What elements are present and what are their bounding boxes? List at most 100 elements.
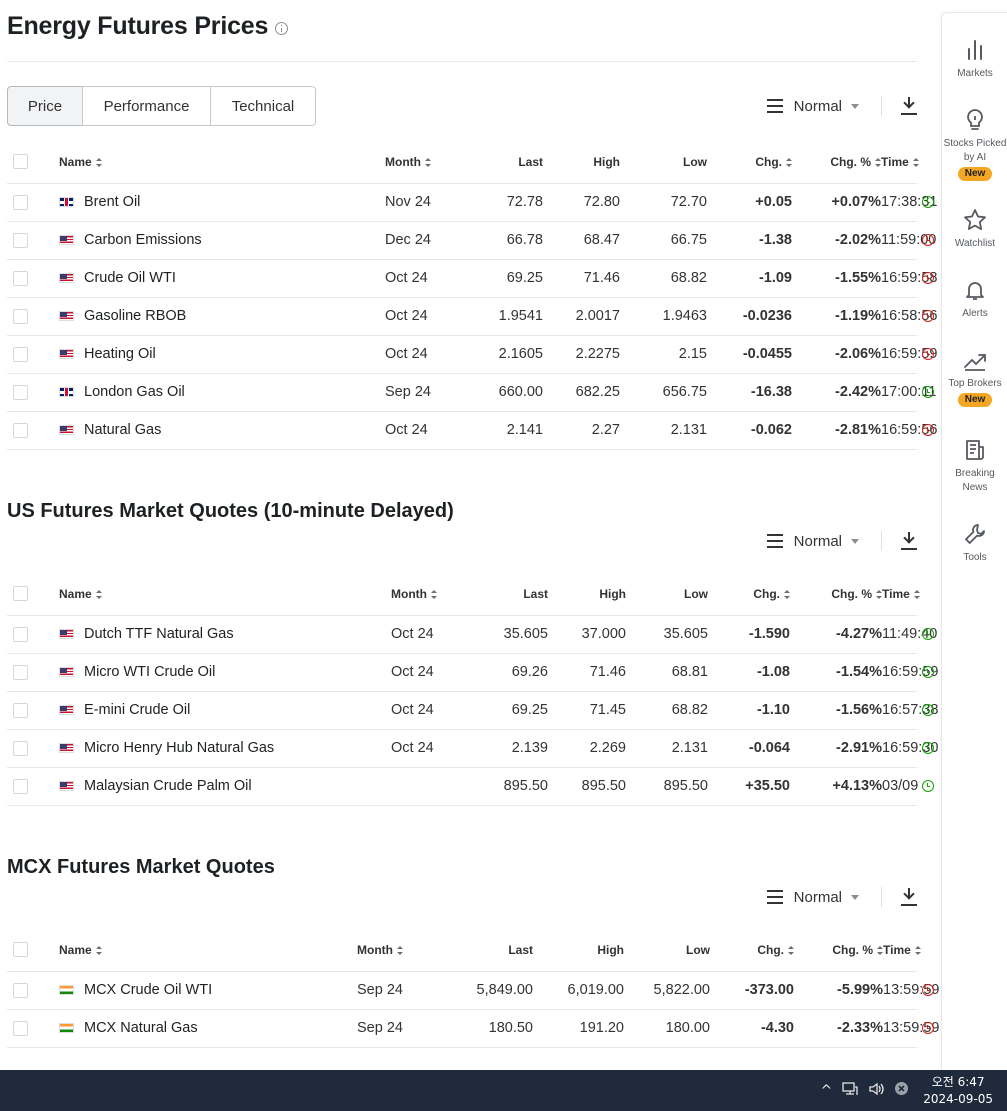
table-row[interactable]: Malaysian Crude Palm Oil 895.50 895.50 895.…: [7, 767, 934, 806]
select-all-header[interactable]: [7, 573, 59, 616]
instrument-link[interactable]: Carbon Emissions: [84, 232, 202, 248]
row-checkbox[interactable]: [13, 740, 28, 756]
chevron-down-icon[interactable]: [851, 103, 859, 109]
instrument-link[interactable]: Gasoline RBOB: [84, 308, 187, 324]
tab-price[interactable]: Price: [7, 86, 83, 126]
row-checkbox[interactable]: [13, 232, 28, 248]
tab-performance[interactable]: Performance: [82, 86, 211, 126]
close-circle-icon[interactable]: [894, 1081, 909, 1100]
column-header-chg[interactable]: Chg.: [710, 929, 794, 972]
sort-icon[interactable]: [424, 157, 431, 167]
column-header-month[interactable]: Month: [391, 573, 470, 616]
sort-icon[interactable]: [914, 945, 921, 955]
row-checkbox[interactable]: [13, 384, 28, 400]
sort-icon[interactable]: [786, 157, 792, 167]
taskbar-clock[interactable]: 오전 6:47 2024-09-05: [923, 1074, 993, 1108]
column-header-month[interactable]: Month: [385, 141, 464, 184]
download-icon[interactable]: [901, 532, 917, 550]
info-icon[interactable]: [275, 22, 289, 35]
table-row[interactable]: MCX Natural Gas Sep 24 180.50 191.20 180.00-…: [7, 1009, 939, 1048]
sort-icon[interactable]: [912, 157, 919, 167]
sort-icon[interactable]: [877, 945, 883, 955]
select-all-header[interactable]: [7, 141, 59, 184]
sidebar-item-alerts[interactable]: Alerts: [942, 277, 1007, 321]
column-header-chg[interactable]: Chg. %: [790, 573, 882, 616]
column-header-name[interactable]: Name: [59, 141, 337, 184]
sort-icon[interactable]: [913, 589, 920, 599]
row-checkbox[interactable]: [13, 778, 28, 794]
sort-icon[interactable]: [876, 589, 882, 599]
view-select[interactable]: Normal: [793, 532, 842, 550]
row-checkbox[interactable]: [13, 308, 28, 324]
instrument-link[interactable]: MCX Crude Oil WTI: [84, 982, 213, 998]
column-header-time[interactable]: Time: [881, 141, 919, 184]
sort-icon[interactable]: [875, 157, 881, 167]
sidebar-item-top-brokers[interactable]: Top Brokers New: [942, 347, 1007, 407]
instrument-link[interactable]: Micro Henry Hub Natural Gas: [84, 740, 275, 756]
column-header-name[interactable]: Name: [59, 573, 345, 616]
table-row[interactable]: Micro WTI Crude Oil Oct 24 69.26 71.46 68.81…: [7, 653, 938, 692]
instrument-link[interactable]: Crude Oil WTI: [84, 270, 176, 286]
row-checkbox[interactable]: [13, 270, 28, 286]
select-all-checkbox[interactable]: [13, 154, 28, 170]
chevron-up-icon[interactable]: ^: [820, 1082, 833, 1099]
table-row[interactable]: Brent Oil Nov 24 72.78 72.80 72.70 +0.05 +0.07…: [7, 183, 937, 222]
sort-icon[interactable]: [396, 945, 403, 955]
row-checkbox[interactable]: [13, 422, 28, 438]
sidebar-item-stocks-ai[interactable]: Stocks Picked by AI New: [942, 107, 1007, 181]
instrument-link[interactable]: Heating Oil: [84, 346, 156, 362]
row-checkbox[interactable]: [13, 664, 28, 680]
download-icon[interactable]: [901, 97, 917, 115]
network-icon[interactable]: [842, 1081, 858, 1100]
table-row[interactable]: E-mini Crude Oil Oct 24 69.25 71.45 68.82 -1.…: [7, 691, 938, 730]
table-row[interactable]: Crude Oil WTI Oct 24 69.25 71.46 68.82 -1.09-…: [7, 259, 937, 298]
row-checkbox[interactable]: [13, 346, 28, 362]
select-all-checkbox[interactable]: [13, 586, 28, 602]
instrument-link[interactable]: Malaysian Crude Palm Oil: [84, 778, 252, 794]
table-row[interactable]: Natural Gas Oct 24 2.141 2.27 2.131 -0.062 -2.…: [7, 411, 937, 450]
instrument-link[interactable]: Brent Oil: [84, 194, 141, 210]
sort-icon[interactable]: [788, 945, 794, 955]
instrument-link[interactable]: MCX Natural Gas: [84, 1020, 198, 1036]
view-select[interactable]: Normal: [793, 97, 842, 115]
menu-icon[interactable]: [766, 534, 783, 548]
sidebar-item-watchlist[interactable]: Watchlist: [942, 207, 1007, 251]
table-row[interactable]: Heating Oil Oct 24 2.1605 2.2275 2.15 -0.0455…: [7, 335, 937, 374]
row-checkbox[interactable]: [13, 626, 28, 642]
sidebar-item-tools[interactable]: Tools: [942, 521, 1007, 565]
row-checkbox[interactable]: [13, 1020, 28, 1036]
column-header-chg[interactable]: Chg. %: [794, 929, 883, 972]
instrument-link[interactable]: London Gas Oil: [84, 384, 185, 400]
column-header-name[interactable]: Name: [59, 929, 305, 972]
row-checkbox[interactable]: [13, 194, 28, 210]
instrument-link[interactable]: Micro WTI Crude Oil: [84, 664, 216, 680]
sort-icon[interactable]: [95, 157, 102, 167]
row-checkbox[interactable]: [13, 702, 28, 718]
column-header-chg[interactable]: Chg.: [708, 573, 790, 616]
view-select[interactable]: Normal: [793, 888, 842, 906]
sort-icon[interactable]: [95, 945, 102, 955]
sort-icon[interactable]: [95, 589, 102, 599]
table-row[interactable]: MCX Crude Oil WTI Sep 24 5,849.00 6,019.00 5…: [7, 971, 939, 1010]
table-row[interactable]: Micro Henry Hub Natural Gas Oct 24 2.139 2.…: [7, 729, 938, 768]
instrument-link[interactable]: Dutch TTF Natural Gas: [84, 626, 234, 642]
table-row[interactable]: Carbon Emissions Dec 24 66.78 68.47 66.75 -1.…: [7, 221, 936, 260]
download-icon[interactable]: [901, 888, 917, 906]
table-row[interactable]: Dutch TTF Natural Gas Oct 24 35.605 37.000 3…: [7, 615, 937, 654]
select-all-header[interactable]: [7, 929, 59, 972]
sidebar-item-breaking-news[interactable]: Breaking News: [942, 437, 1007, 495]
column-header-month[interactable]: Month: [357, 929, 445, 972]
menu-icon[interactable]: [766, 890, 783, 904]
instrument-link[interactable]: Natural Gas: [84, 422, 162, 438]
sidebar-item-markets[interactable]: Markets: [942, 37, 1007, 81]
table-row[interactable]: Gasoline RBOB Oct 24 1.9541 2.0017 1.9463 -0.…: [7, 297, 937, 336]
column-header-time[interactable]: Time: [883, 929, 921, 972]
table-row[interactable]: London Gas Oil Sep 24 660.00 682.25 656.75 -1…: [7, 373, 936, 412]
sort-icon[interactable]: [430, 589, 437, 599]
row-checkbox[interactable]: [13, 982, 28, 998]
instrument-link[interactable]: E-mini Crude Oil: [84, 702, 191, 718]
chevron-down-icon[interactable]: [851, 538, 859, 544]
sort-icon[interactable]: [784, 589, 790, 599]
column-header-time[interactable]: Time: [882, 573, 920, 616]
menu-icon[interactable]: [766, 99, 783, 113]
